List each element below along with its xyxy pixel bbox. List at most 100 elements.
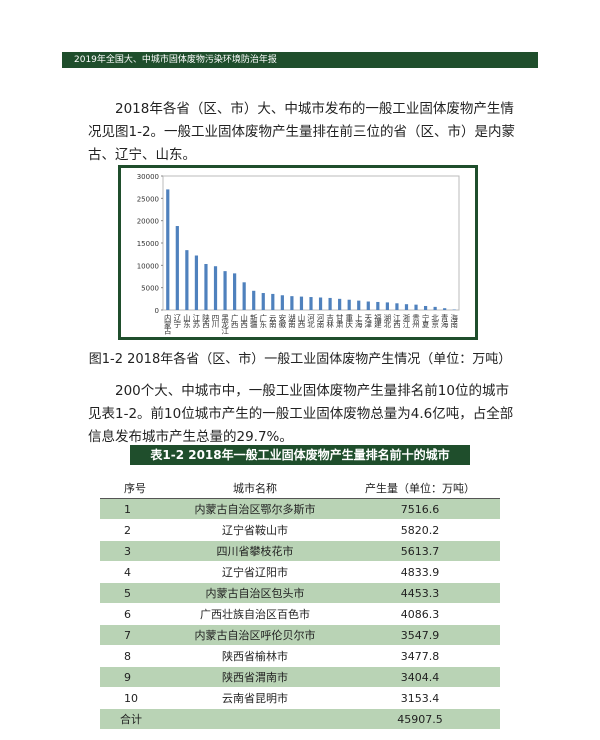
table-cell: 9	[124, 671, 131, 684]
table-header: 序号 城市名称 产生量（单位：万吨）	[100, 478, 500, 499]
bar	[223, 271, 227, 310]
x-tick-label: 重庆	[344, 314, 353, 330]
chart-frame: 0 5000 10000 15000 20000 25000 30000 内蒙古 辽宁 山东 江苏陕…	[118, 165, 478, 340]
bar	[290, 296, 294, 310]
table-cell: 云南省昆明市	[222, 692, 288, 705]
bar	[252, 290, 256, 310]
bar	[385, 302, 389, 310]
bar	[261, 293, 265, 310]
table-row: 3 四川省攀枝花市 5613.7	[100, 541, 500, 562]
bar	[423, 305, 428, 310]
bar	[338, 298, 342, 310]
table-row: 8 陕西省榆林市 3477.8	[100, 646, 500, 667]
x-tick-label: 陕西	[201, 313, 210, 330]
y-tick-label: 0	[155, 307, 159, 315]
bar	[194, 255, 199, 310]
table-row: 2 辽宁省鞍山市 5820.2	[100, 520, 500, 541]
column-header: 城市名称	[233, 482, 277, 495]
table-cell: 3404.4	[400, 671, 440, 684]
table-cell: 7	[124, 629, 131, 642]
bar	[271, 293, 275, 310]
table-row: 7 内蒙古自治区呼伦贝尔市 3547.9	[100, 625, 500, 646]
table-cell: 45907.5	[397, 713, 443, 726]
table-row: 10 云南省昆明市 3153.4	[100, 688, 500, 709]
x-tick-label: 福建	[373, 314, 382, 330]
header-title: 2019年全国大、中城市固体废物污染环境防治年报	[62, 52, 538, 68]
x-tick-label: 山西	[297, 313, 306, 330]
bar	[233, 273, 237, 310]
y-tick-label: 10000	[137, 262, 159, 270]
table-cell: 广西壮族自治区百色市	[200, 608, 310, 621]
bar	[318, 297, 323, 310]
table-cell: 四川省攀枝花市	[216, 545, 294, 558]
bar	[309, 297, 313, 310]
x-tick-label: 河南	[316, 314, 325, 329]
bar	[242, 282, 246, 310]
bar	[175, 226, 179, 310]
x-tick-label: 广东	[259, 313, 268, 329]
x-tick-label: 河北	[306, 314, 315, 330]
table: 序号 城市名称 产生量（单位：万吨） 1 内蒙古自治区鄂尔多斯市 7516.6 2 辽宁省鞍山…	[100, 478, 500, 730]
table-cell: 3477.8	[400, 650, 440, 663]
bar	[328, 297, 332, 310]
x-tick-label: 湖南	[287, 314, 296, 329]
x-tick-label: 辽宁	[173, 314, 182, 329]
bar	[280, 295, 284, 310]
bar	[366, 301, 370, 310]
x-tick-label: 内蒙古	[163, 313, 172, 336]
table-total-row: 合计 45907.5	[100, 709, 500, 730]
table-cell: 5820.2	[400, 524, 440, 537]
bar	[357, 300, 361, 310]
column-header: 序号	[124, 482, 146, 495]
table-cell: 合计	[120, 713, 142, 726]
table-cell: 内蒙古自治区鄂尔多斯市	[194, 503, 316, 516]
table-cell: 4086.3	[400, 608, 440, 621]
table-cell: 2	[124, 524, 131, 537]
bar	[213, 266, 218, 310]
table-cell: 辽宁省辽阳市	[222, 566, 288, 579]
x-tick-label: 新疆	[249, 313, 258, 330]
y-tick-label: 20000	[137, 218, 159, 226]
x-tick-label: 上海	[354, 314, 363, 330]
table-cell: 3153.4	[400, 692, 440, 705]
bar	[166, 189, 170, 310]
table-cell: 辽宁省鞍山市	[222, 524, 288, 537]
x-tick-label: 贵州	[411, 313, 420, 329]
table-cell: 5	[124, 587, 131, 600]
table-cell: 4	[124, 566, 131, 579]
y-tick-label: 15000	[137, 240, 159, 248]
y-tick-label: 30000	[137, 173, 159, 181]
table-cell: 1	[124, 503, 131, 516]
x-tick-label: 山西	[239, 313, 248, 330]
table-cell: 内蒙古自治区呼伦贝尔市	[194, 629, 316, 642]
table-cell: 4453.3	[400, 587, 440, 600]
column-header: 产生量（单位：万吨）	[365, 482, 475, 495]
bar	[376, 301, 380, 310]
table-cell: 陕西省榆林市	[222, 650, 288, 663]
x-tick-label: 黑龙江	[220, 314, 229, 336]
table-cell: 8	[124, 650, 131, 663]
table-row: 6 广西壮族自治区百色市 4086.3	[100, 604, 500, 625]
x-tick-label: 江苏	[192, 314, 201, 330]
table-cell: 3	[124, 545, 131, 558]
x-tick-label: 天津	[364, 314, 373, 330]
table-cell: 5613.7	[400, 545, 440, 558]
bar	[204, 263, 208, 310]
table-cell: 6	[124, 608, 131, 621]
table-cell: 3547.9	[400, 629, 440, 642]
bar	[185, 250, 189, 310]
x-tick-label: 四川	[211, 314, 220, 329]
bar	[404, 304, 409, 310]
x-tick-label: 安徽	[278, 313, 287, 330]
x-tick-label: 江西	[392, 314, 401, 330]
table-cell	[170, 709, 340, 729]
x-tick-label: 云南	[268, 314, 277, 329]
x-tick-label: 海南	[449, 313, 458, 329]
figure-caption: 图1-2 2018年各省（区、市）一般工业固体废物产生情况（单位：万吨）	[88, 352, 512, 367]
x-tick-label: 山东	[182, 313, 191, 329]
bar	[433, 306, 437, 310]
bar	[347, 299, 351, 310]
bar	[443, 308, 447, 310]
table-row: 9 陕西省渭南市 3404.4	[100, 667, 500, 688]
